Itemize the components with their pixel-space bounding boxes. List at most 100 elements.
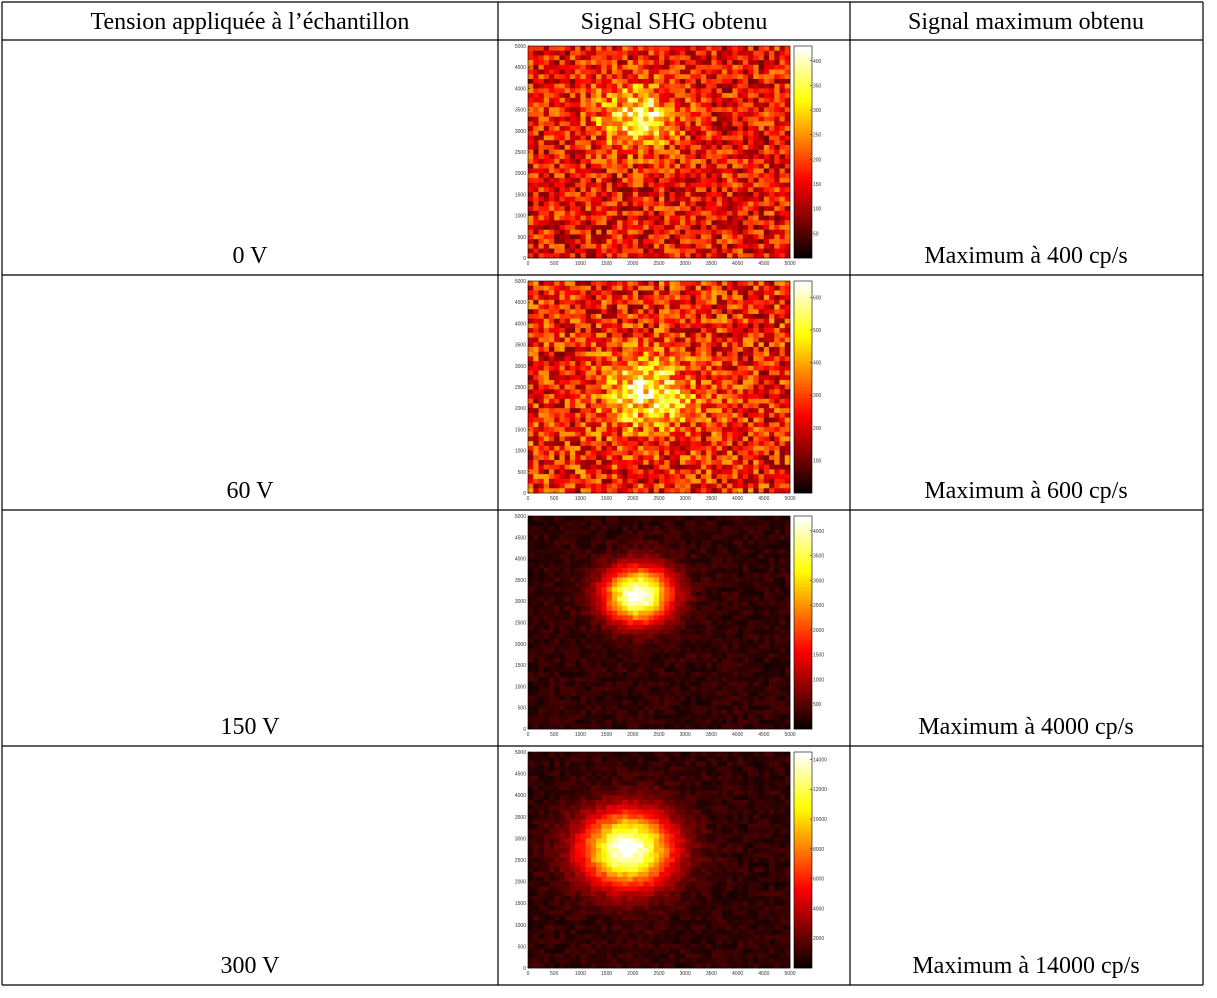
heat-cell	[533, 525, 539, 531]
heat-cell	[700, 441, 707, 447]
heat-cell	[690, 460, 696, 466]
heat-cell	[575, 243, 581, 249]
heat-cell	[564, 309, 571, 315]
heat-cell	[769, 243, 775, 249]
heat-cell	[742, 55, 749, 61]
heat-cell	[548, 356, 555, 362]
heat-cell	[758, 299, 765, 305]
heat-cell	[575, 295, 581, 301]
heat-cell	[748, 478, 754, 484]
heat-cell	[643, 50, 649, 56]
heat-cell	[627, 295, 634, 301]
heat-cell	[690, 365, 696, 371]
heat-cell	[632, 187, 639, 193]
heat-cell	[575, 69, 581, 75]
heat-cell	[575, 436, 581, 442]
heat-cell	[538, 64, 545, 70]
heat-cell	[559, 102, 565, 108]
heat-cell	[559, 351, 565, 357]
heat-cell	[779, 206, 786, 212]
heat-cell	[533, 313, 539, 319]
heat-cell	[538, 225, 545, 231]
heat-cell	[596, 520, 602, 526]
heat-cell	[580, 201, 586, 207]
heat-cell	[716, 206, 723, 212]
heat-cell	[685, 417, 691, 423]
heat-cell	[632, 196, 639, 202]
heat-cell	[685, 464, 691, 470]
heat-cell	[716, 403, 723, 409]
heat-cell	[711, 337, 717, 343]
heat-cell	[700, 295, 707, 301]
heat-cell	[695, 450, 702, 456]
heat-cell	[543, 130, 550, 136]
heat-cell	[674, 220, 681, 226]
heat-cell	[528, 187, 534, 193]
heat-cell	[617, 83, 623, 89]
heat-cell	[622, 323, 628, 329]
heat-cell	[774, 234, 780, 240]
heat-cell	[533, 290, 539, 296]
heat-cell	[648, 173, 655, 179]
heat-cell	[779, 177, 786, 183]
heat-cell	[569, 220, 576, 226]
heat-cell	[638, 295, 644, 301]
heat-cell	[528, 464, 534, 470]
heat-cell	[601, 530, 607, 536]
heat-cell	[753, 290, 759, 296]
heat-cell	[758, 379, 765, 385]
heat-cell	[559, 464, 565, 470]
heat-cell	[569, 328, 576, 334]
heat-cell	[732, 520, 738, 526]
heat-cell	[627, 356, 634, 362]
heat-cell	[679, 431, 686, 437]
heat-cell	[653, 460, 660, 466]
heat-cell	[653, 394, 660, 400]
heat-cell	[737, 74, 744, 80]
heat-cell	[643, 332, 649, 338]
heat-cell	[643, 309, 649, 315]
heat-cell	[732, 192, 738, 198]
heat-cell	[627, 534, 634, 540]
heat-cell	[538, 248, 545, 254]
heat-cell	[606, 220, 613, 226]
heat-cell	[748, 450, 754, 456]
heat-cell	[575, 384, 581, 390]
heat-cell	[742, 417, 749, 423]
heat-cell	[748, 445, 754, 451]
heat-cell	[763, 313, 770, 319]
heat-cell	[590, 365, 597, 371]
heat-cell	[727, 116, 733, 122]
heat-cell	[721, 342, 728, 348]
heat-cell	[543, 225, 550, 231]
heat-cell	[769, 234, 775, 240]
heat-cell	[727, 530, 733, 536]
heat-cell	[559, 220, 565, 226]
heat-cell	[753, 253, 759, 259]
heat-cell	[627, 450, 634, 456]
heat-cell	[732, 126, 738, 132]
heat-cell	[653, 427, 660, 433]
heat-cell	[554, 107, 560, 113]
heat-cell	[564, 88, 571, 94]
heat-cell	[779, 474, 786, 480]
heat-cell	[538, 530, 545, 536]
heat-cell	[711, 234, 717, 240]
heat-cell	[706, 370, 712, 376]
heat-cell	[575, 88, 581, 94]
heat-cell	[580, 464, 586, 470]
heat-cell	[695, 130, 702, 136]
heat-cell	[638, 248, 644, 254]
heat-cell	[685, 196, 691, 202]
heat-cell	[538, 281, 545, 287]
heat-cell	[554, 488, 560, 494]
heat-cell	[721, 431, 728, 437]
heat-cell	[737, 281, 744, 287]
heat-cell	[732, 168, 738, 174]
heat-cell	[753, 299, 759, 305]
heat-cell	[721, 144, 728, 150]
heat-cell	[674, 295, 681, 301]
heat-cell	[748, 74, 754, 80]
heat-cell	[601, 309, 607, 315]
heat-cell	[690, 412, 696, 418]
